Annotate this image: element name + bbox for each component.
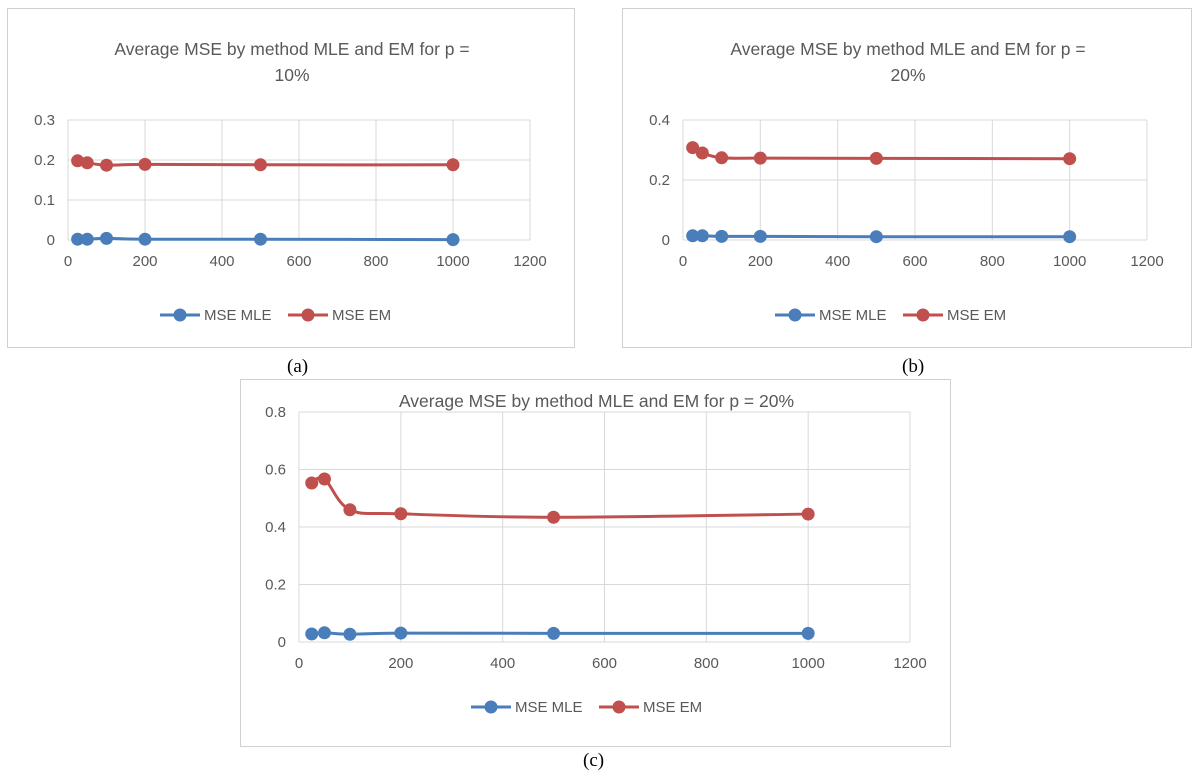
x-tick-label: 1000 bbox=[791, 655, 824, 672]
legend-marker bbox=[788, 308, 802, 322]
x-tick-label: 0 bbox=[679, 253, 687, 270]
y-tick-label: 0 bbox=[662, 232, 670, 249]
legend-label: MSE MLE bbox=[204, 307, 272, 324]
x-tick-label: 800 bbox=[694, 655, 719, 672]
y-tick-label: 0 bbox=[278, 634, 286, 651]
data-point bbox=[686, 141, 700, 155]
data-point bbox=[394, 626, 408, 640]
data-point bbox=[547, 626, 561, 640]
legend-label: MSE EM bbox=[947, 307, 1006, 324]
data-point bbox=[1063, 230, 1077, 244]
data-point bbox=[305, 627, 319, 641]
data-point bbox=[254, 232, 267, 246]
data-point bbox=[80, 232, 94, 246]
data-point bbox=[686, 229, 700, 243]
data-point bbox=[80, 156, 94, 170]
chart-a: Average MSE by method MLE and EM for p =… bbox=[34, 39, 547, 324]
data-point bbox=[801, 626, 815, 640]
x-tick-label: 600 bbox=[286, 253, 311, 270]
chart-title: 10% bbox=[274, 65, 309, 85]
data-point bbox=[317, 626, 331, 640]
y-tick-label: 0 bbox=[47, 232, 55, 249]
x-tick-label: 0 bbox=[64, 253, 72, 270]
x-tick-label: 200 bbox=[388, 655, 413, 672]
data-point bbox=[317, 472, 331, 486]
chart-title: Average MSE by method MLE and EM for p = bbox=[114, 39, 469, 59]
chart-c: Average MSE by method MLE and EM for p =… bbox=[265, 391, 927, 716]
caption-b: (b) bbox=[902, 356, 925, 377]
x-tick-label: 1200 bbox=[1130, 253, 1163, 270]
y-tick-label: 0.3 bbox=[34, 112, 55, 129]
legend-label: MSE EM bbox=[332, 307, 391, 324]
data-point bbox=[71, 232, 85, 246]
legend-marker bbox=[484, 700, 498, 714]
x-tick-label: 200 bbox=[748, 253, 773, 270]
data-point bbox=[869, 230, 883, 244]
data-point bbox=[138, 232, 152, 246]
x-tick-label: 400 bbox=[209, 253, 234, 270]
data-point bbox=[138, 157, 152, 171]
x-tick-label: 0 bbox=[295, 655, 303, 672]
data-point bbox=[547, 510, 561, 524]
x-tick-label: 1000 bbox=[436, 253, 469, 270]
x-tick-label: 600 bbox=[592, 655, 617, 672]
x-tick-label: 800 bbox=[980, 253, 1005, 270]
x-tick-label: 1200 bbox=[893, 655, 926, 672]
y-tick-label: 0.2 bbox=[34, 152, 55, 169]
data-point bbox=[715, 229, 729, 243]
series-line bbox=[310, 476, 809, 519]
data-point bbox=[446, 233, 460, 247]
data-point bbox=[753, 151, 767, 165]
legend-marker bbox=[916, 308, 930, 322]
chart-title: Average MSE by method MLE and EM for p = bbox=[730, 39, 1085, 59]
legend-label: MSE MLE bbox=[515, 699, 583, 716]
data-point bbox=[305, 476, 319, 490]
legend-label: MSE EM bbox=[643, 699, 702, 716]
data-point bbox=[343, 627, 357, 641]
data-point bbox=[753, 229, 767, 243]
y-tick-label: 0.4 bbox=[265, 519, 286, 536]
data-point bbox=[1063, 152, 1077, 166]
chart-panel-b: Average MSE by method MLE and EM for p =… bbox=[622, 8, 1192, 348]
legend-marker bbox=[301, 308, 315, 322]
data-point bbox=[801, 507, 815, 521]
data-point bbox=[869, 151, 883, 165]
chart-title: 20% bbox=[890, 65, 925, 85]
caption-c: (c) bbox=[583, 750, 605, 771]
y-tick-label: 0.2 bbox=[649, 172, 670, 189]
y-tick-label: 0.8 bbox=[265, 404, 286, 421]
y-tick-label: 0.1 bbox=[34, 192, 55, 209]
x-tick-label: 1000 bbox=[1053, 253, 1086, 270]
legend-label: MSE MLE bbox=[819, 307, 887, 324]
data-point bbox=[394, 507, 408, 521]
legend-marker bbox=[173, 308, 187, 322]
data-point bbox=[446, 158, 460, 172]
y-tick-label: 0.2 bbox=[265, 577, 286, 594]
caption-a: (a) bbox=[287, 356, 309, 377]
x-tick-label: 1200 bbox=[513, 253, 546, 270]
data-point bbox=[254, 158, 267, 172]
data-point bbox=[343, 503, 357, 517]
x-tick-label: 600 bbox=[902, 253, 927, 270]
legend-marker bbox=[612, 700, 626, 714]
x-tick-label: 400 bbox=[825, 253, 850, 270]
data-point bbox=[100, 231, 113, 245]
chart-panel-c: Average MSE by method MLE and EM for p =… bbox=[240, 379, 951, 747]
data-point bbox=[695, 229, 709, 243]
x-tick-label: 800 bbox=[363, 253, 388, 270]
chart-title: Average MSE by method MLE and EM for p =… bbox=[399, 391, 794, 411]
chart-b: Average MSE by method MLE and EM for p =… bbox=[649, 39, 1164, 324]
data-point bbox=[695, 146, 709, 160]
x-tick-label: 200 bbox=[132, 253, 157, 270]
data-point bbox=[715, 151, 729, 165]
x-tick-label: 400 bbox=[490, 655, 515, 672]
chart-panel-a: Average MSE by method MLE and EM for p =… bbox=[7, 8, 575, 348]
y-tick-label: 0.6 bbox=[265, 462, 286, 479]
data-point bbox=[100, 158, 113, 172]
y-tick-label: 0.4 bbox=[649, 112, 670, 129]
